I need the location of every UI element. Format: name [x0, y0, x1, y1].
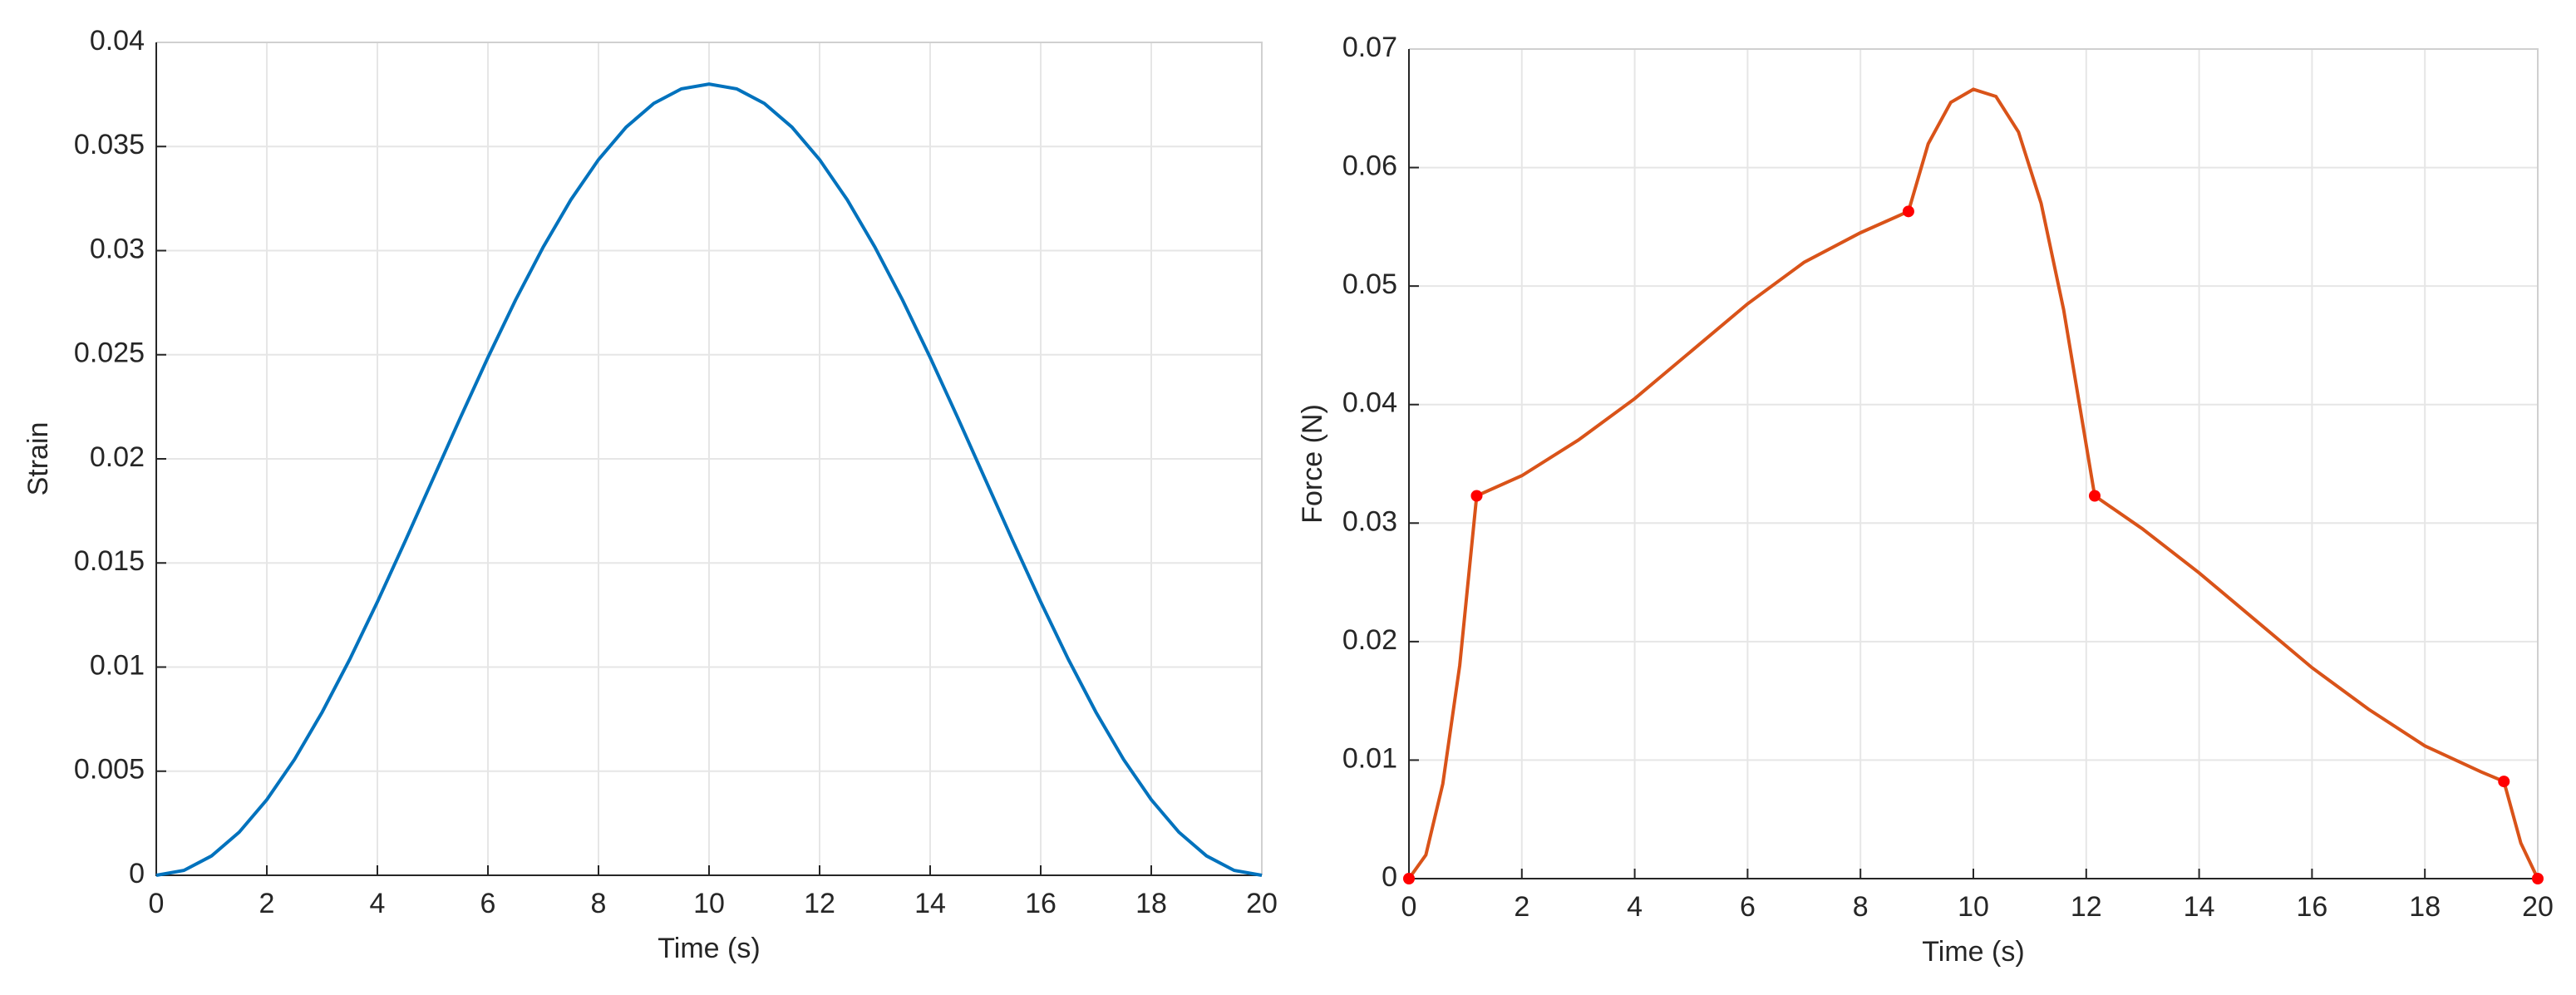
- y-tick-label: 0: [1382, 861, 1397, 893]
- y-tick-label: 0.01: [1342, 742, 1397, 774]
- x-tick-label: 18: [2409, 891, 2441, 923]
- data-line: [1407, 87, 2539, 880]
- data-point: [2088, 490, 2101, 502]
- data-point: [1403, 873, 1415, 884]
- x-tick-label: 2: [1514, 891, 1529, 923]
- y-tick-label: 0.01: [90, 649, 145, 681]
- x-tick-label: 16: [2296, 891, 2327, 923]
- y-tick-label: 0.04: [90, 25, 145, 57]
- y-tick-label: 0.06: [1342, 150, 1397, 182]
- y-tick-label: 0.05: [1342, 268, 1397, 300]
- x-tick-label: 0: [1401, 891, 1417, 923]
- x-tick-label: 8: [591, 888, 607, 919]
- x-tick-label: 14: [2184, 891, 2215, 923]
- x-tick-label: 10: [1958, 891, 1989, 923]
- y-tick-label: 0: [129, 858, 145, 889]
- y-tick-label: 0.02: [1342, 624, 1397, 656]
- x-tick-label: 0: [149, 888, 165, 919]
- x-axis-label: Time (s): [1922, 936, 2024, 968]
- x-tick-label: 20: [1246, 888, 1278, 919]
- data-point: [1470, 490, 1483, 502]
- data-point: [1902, 205, 1914, 218]
- y-tick-label: 0.025: [74, 337, 145, 369]
- x-tick-label: 4: [370, 888, 386, 919]
- y-tick-label: 0.005: [74, 754, 145, 786]
- y-axis-label: Strain: [22, 422, 54, 496]
- x-tick-label: 10: [693, 888, 725, 919]
- axes-box: [156, 42, 1263, 875]
- data-line: [155, 82, 1263, 877]
- y-axis-label: Force (N): [1297, 404, 1328, 524]
- axes-box: [1409, 48, 2539, 879]
- y-tick-label: 0.03: [90, 233, 145, 264]
- x-tick-label: 6: [1740, 891, 1756, 923]
- x-tick-label: 16: [1025, 888, 1057, 919]
- y-tick-label: 0.02: [90, 441, 145, 473]
- y-tick-label: 0.07: [1342, 32, 1397, 63]
- y-tick-label: 0.03: [1342, 505, 1397, 537]
- y-tick-label: 0.015: [74, 545, 145, 577]
- y-tick-label: 0.035: [74, 129, 145, 160]
- x-tick-label: 18: [1135, 888, 1167, 919]
- x-tick-label: 4: [1627, 891, 1643, 923]
- x-tick-label: 2: [259, 888, 275, 919]
- x-tick-label: 12: [2071, 891, 2102, 923]
- y-tick-label: 0.04: [1342, 387, 1397, 419]
- x-axis-label: Time (s): [658, 933, 760, 964]
- x-tick-label: 14: [914, 888, 946, 919]
- x-tick-label: 6: [480, 888, 496, 919]
- data-point: [2498, 776, 2510, 788]
- x-tick-label: 8: [1853, 891, 1869, 923]
- x-tick-label: 12: [804, 888, 835, 919]
- data-point: [2532, 873, 2544, 884]
- x-tick-label: 20: [2522, 891, 2554, 923]
